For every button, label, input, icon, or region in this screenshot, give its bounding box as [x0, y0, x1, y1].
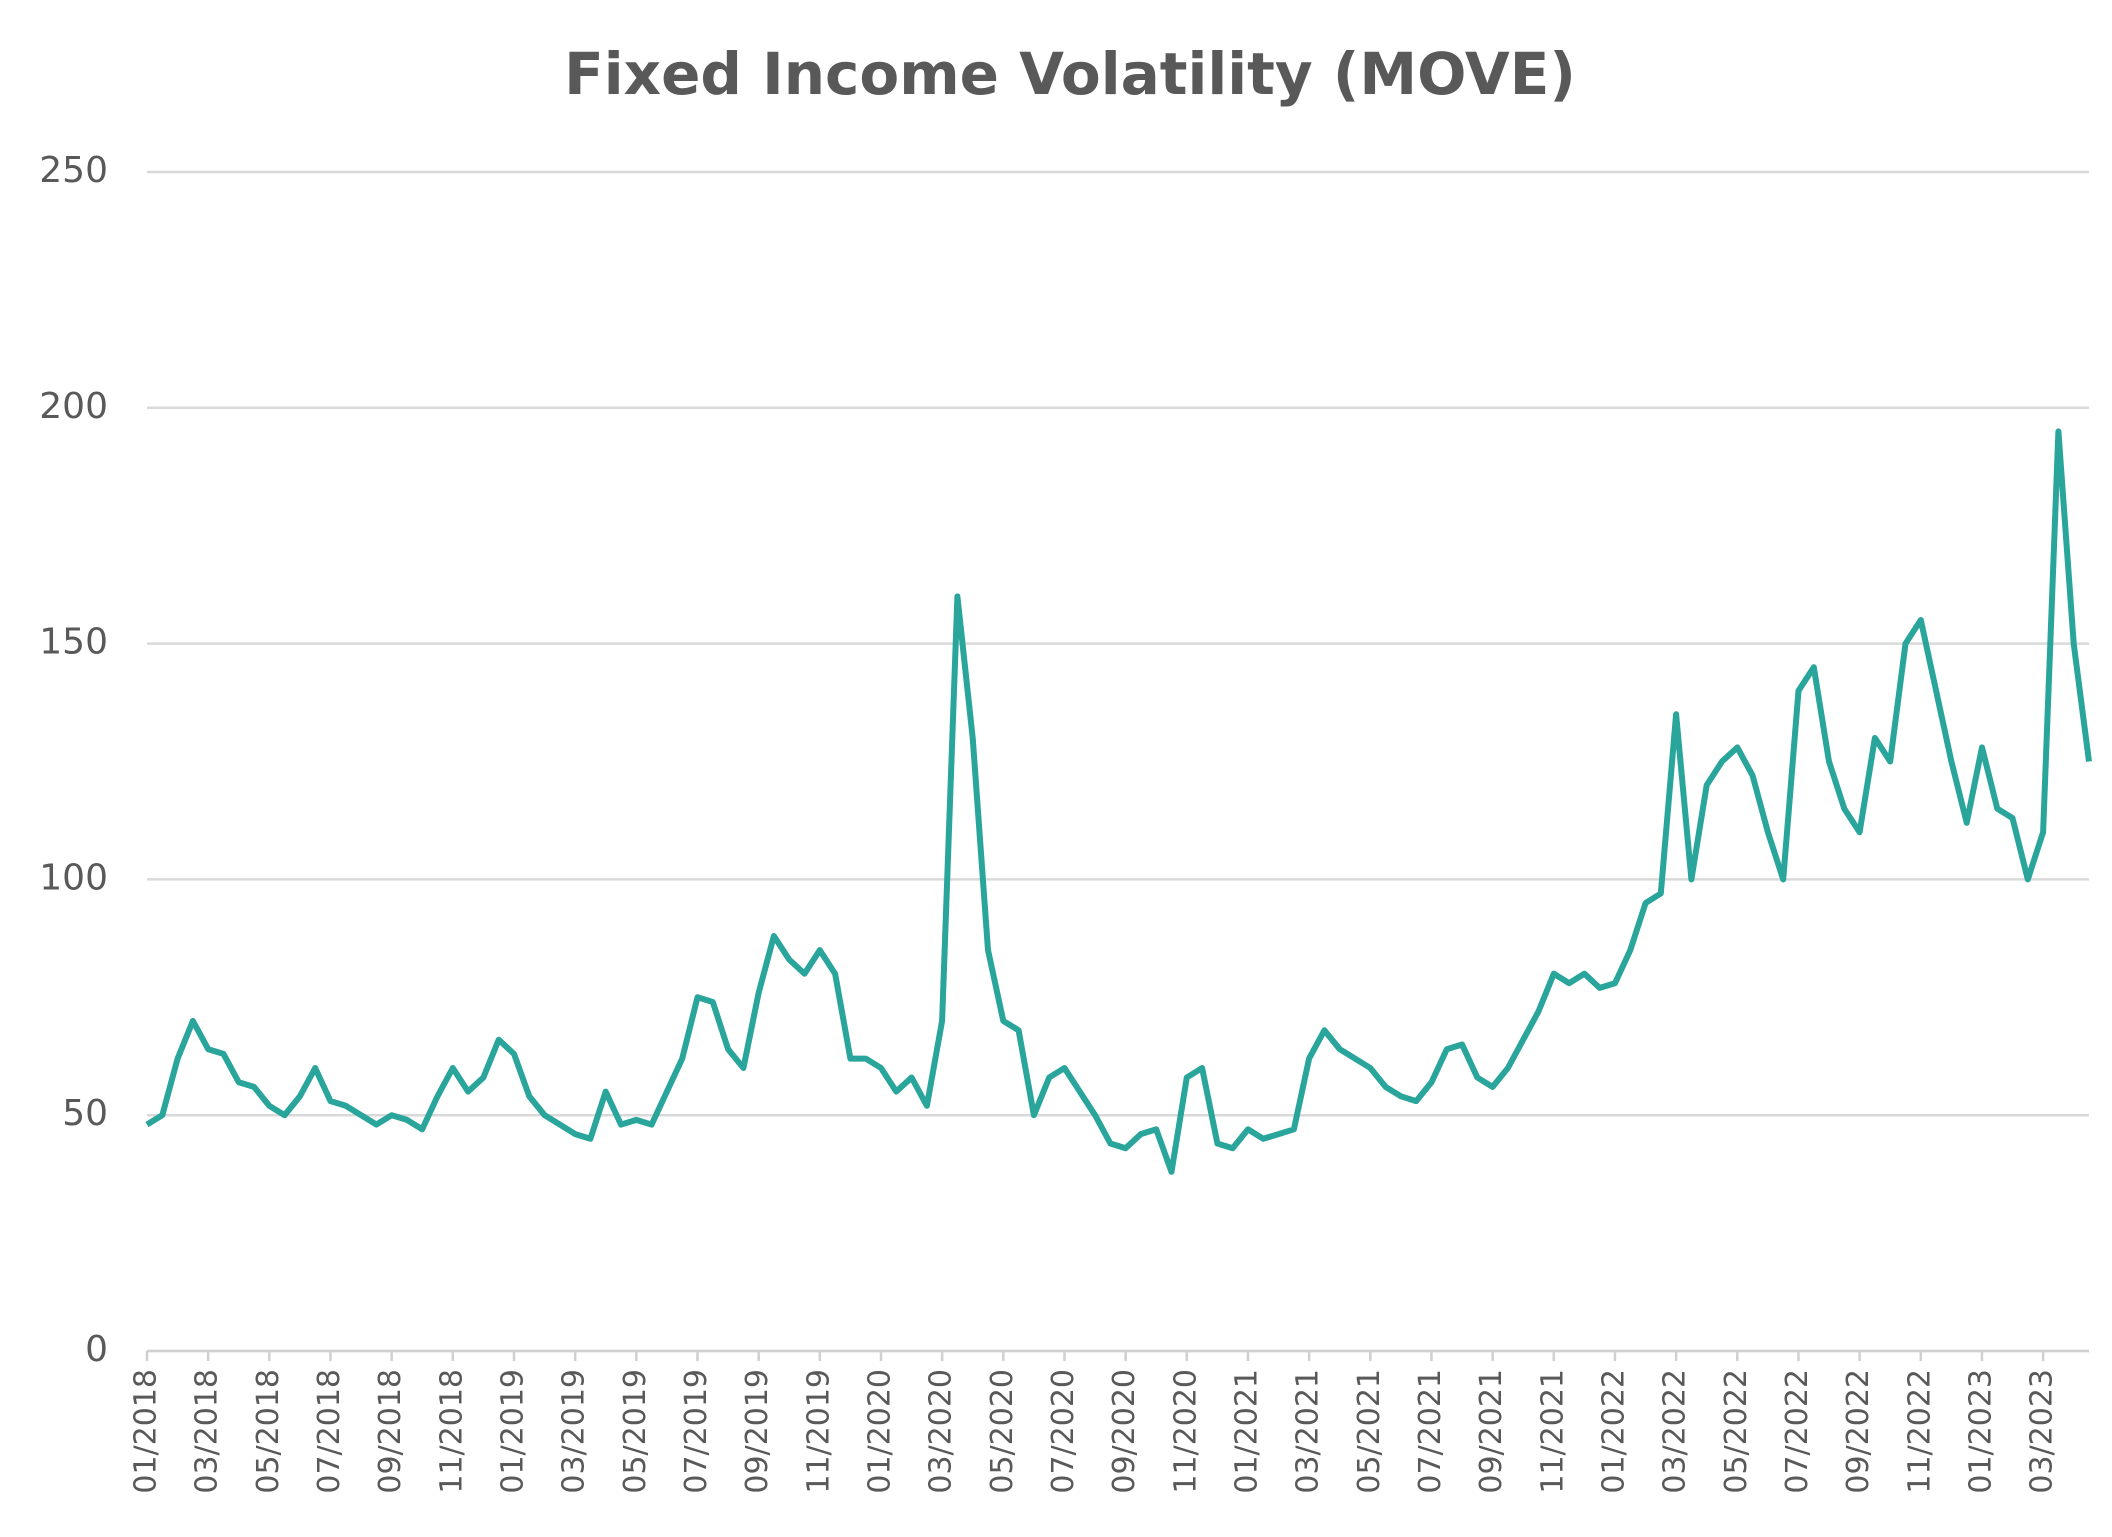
- x-tick-label: 01/2018: [129, 1369, 164, 1494]
- x-tick-label: 01/2020: [862, 1369, 897, 1494]
- y-tick-label: 150: [39, 622, 108, 663]
- y-tick-label: 100: [39, 857, 108, 898]
- x-tick-label: 01/2021: [1229, 1369, 1264, 1494]
- x-tick-label: 07/2019: [679, 1369, 714, 1494]
- data-line: [145, 428, 2092, 1175]
- x-tick-label: 07/2021: [1413, 1369, 1448, 1494]
- x-tick-label: 11/2019: [801, 1369, 836, 1494]
- y-tick-label: 50: [62, 1093, 108, 1134]
- x-tick-label: 03/2022: [1658, 1369, 1693, 1494]
- x-tick-label: 03/2018: [190, 1369, 225, 1494]
- x-tick-label: 05/2018: [251, 1369, 286, 1494]
- x-tick-label: 01/2022: [1596, 1369, 1631, 1494]
- x-tick-label: 05/2022: [1719, 1369, 1754, 1494]
- x-tick-label: 05/2021: [1352, 1369, 1387, 1494]
- x-tick-label: 09/2022: [1841, 1369, 1876, 1494]
- chart-title: Fixed Income Volatility (MOVE): [564, 40, 1576, 108]
- x-tick-label: 09/2021: [1474, 1369, 1509, 1494]
- x-tick-label: 03/2021: [1291, 1369, 1326, 1494]
- x-tick-label: 03/2023: [2025, 1369, 2060, 1494]
- x-tick-label: 01/2019: [495, 1369, 530, 1494]
- x-tick-label: 05/2019: [618, 1369, 653, 1494]
- x-tick-label: 07/2020: [1046, 1369, 1081, 1494]
- x-tick-label: 09/2019: [740, 1369, 775, 1494]
- x-tick-label: 07/2018: [312, 1369, 347, 1494]
- y-tick-label: 200: [39, 386, 108, 427]
- y-tick-label: 0: [85, 1329, 108, 1370]
- x-tick-label: 05/2020: [985, 1369, 1020, 1494]
- x-tick-label: 03/2019: [557, 1369, 592, 1494]
- x-tick-label: 03/2020: [924, 1369, 959, 1494]
- x-tick-label: 11/2018: [434, 1369, 469, 1494]
- x-tick-label: 11/2022: [1902, 1369, 1937, 1494]
- x-tick-label: 07/2022: [1780, 1369, 1815, 1494]
- x-tick-label: 09/2018: [373, 1369, 408, 1494]
- x-tick-label: 11/2020: [1168, 1369, 1203, 1494]
- x-tick-label: 09/2020: [1107, 1369, 1142, 1494]
- x-tick-label: 01/2023: [1963, 1369, 1998, 1494]
- x-tick-label: 11/2021: [1535, 1369, 1570, 1494]
- y-tick-label: 250: [39, 150, 108, 191]
